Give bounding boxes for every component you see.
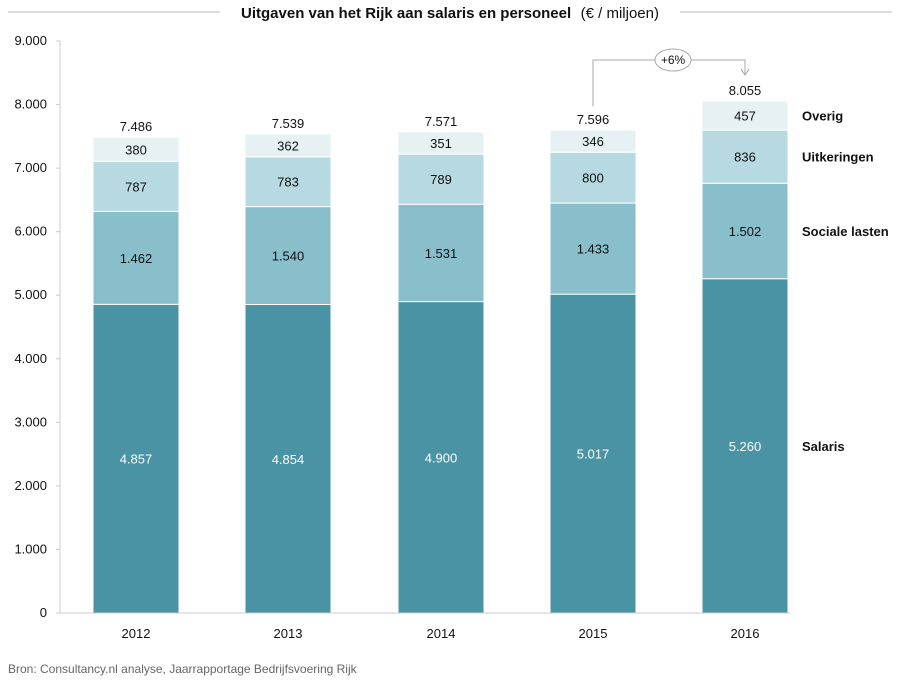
source-note: Bron: Consultancy.nl analyse, Jaarrappor… (8, 662, 358, 676)
value-label-sociale-lasten: 1.502 (729, 224, 762, 239)
total-label: 7.486 (120, 119, 153, 134)
bar-segment-uitkeringen (701, 129, 789, 184)
legend-sociale-lasten: Sociale lasten (802, 224, 889, 239)
bar-group-2013: 4.854 1.540 783 362 7.539 (244, 116, 332, 614)
bar-segment-sociale-lasten (244, 206, 332, 306)
y-tick-label: 3.000 (14, 414, 47, 429)
y-tick-label: 2.000 (14, 478, 47, 493)
total-label: 8.055 (729, 83, 762, 98)
bar-segment-salaris (244, 304, 332, 614)
value-label-salaris: 4.857 (120, 452, 153, 467)
bar-segment-overig (244, 133, 332, 158)
total-label: 7.596 (577, 112, 610, 127)
x-tick-label: 2016 (731, 626, 760, 641)
legend-salaris: Salaris (802, 439, 845, 454)
bar-group-2015: 5.017 1.433 800 346 7.596 (549, 112, 637, 614)
bar-segment-salaris (549, 293, 637, 614)
value-label-uitkeringen: 783 (277, 175, 299, 190)
bars: 4.857 1.462 787 380 7.486 4.854 1.540 783 362 7.5… (92, 83, 789, 614)
bar-group-2012: 4.857 1.462 787 380 7.486 (92, 119, 180, 614)
value-label-uitkeringen: 789 (430, 172, 452, 187)
y-tick-label: 9.000 (14, 33, 47, 48)
y-tick-label: 0 (40, 605, 47, 620)
y-tick-label: 5.000 (14, 287, 47, 302)
legend-uitkeringen: Uitkeringen (802, 150, 874, 165)
bar-segment-uitkeringen (397, 153, 485, 205)
bar-group-2016: 5.260 1.502 836 457 8.055 (701, 83, 789, 614)
legend: Salaris Sociale lasten Uitkeringen Overig (802, 109, 889, 454)
bar-segment-uitkeringen (549, 151, 637, 204)
chart-title: Uitgaven van het Rijk aan salaris en per… (241, 5, 659, 22)
x-axis: 2012 2013 2014 2015 2016 (60, 612, 790, 641)
value-label-uitkeringen: 800 (582, 171, 604, 186)
chart-title-unit: (€ / miljoen) (581, 5, 659, 22)
x-tick-label: 2012 (122, 626, 151, 641)
chart-title-main: Uitgaven van het Rijk aan salaris en per… (241, 5, 571, 22)
x-tick-label: 2015 (579, 626, 608, 641)
value-label-overig: 362 (277, 138, 299, 153)
bar-segment-uitkeringen (92, 160, 180, 212)
bar-segment-salaris (92, 303, 180, 614)
value-label-sociale-lasten: 1.462 (120, 251, 153, 266)
value-label-salaris: 5.017 (577, 447, 610, 462)
bar-segment-sociale-lasten (397, 203, 485, 303)
legend-overig: Overig (802, 109, 843, 124)
total-label: 7.539 (272, 116, 305, 131)
value-label-overig: 346 (582, 134, 604, 149)
value-label-overig: 380 (125, 142, 147, 157)
total-label: 7.571 (425, 114, 458, 129)
growth-annotation: +6% (592, 48, 750, 107)
bar-group-2014: 4.900 1.531 789 351 7.571 (397, 114, 485, 614)
annotation-label: +6% (661, 53, 686, 67)
value-label-sociale-lasten: 1.531 (425, 246, 458, 261)
annotation-arrowhead (740, 68, 750, 76)
value-label-uitkeringen: 836 (734, 150, 756, 165)
x-tick-label: 2013 (274, 626, 303, 641)
annotation-bubble (654, 48, 692, 72)
y-tick-label: 6.000 (14, 224, 47, 239)
x-tick-label: 2014 (427, 626, 456, 641)
bar-segment-overig (92, 136, 180, 162)
bar-segment-overig (701, 100, 789, 131)
y-tick-label: 7.000 (14, 160, 47, 175)
y-tick-label: 1.000 (14, 541, 47, 556)
value-label-sociale-lasten: 1.540 (272, 249, 305, 264)
value-label-salaris: 4.900 (425, 450, 458, 465)
value-label-salaris: 4.854 (272, 452, 305, 467)
value-label-sociale-lasten: 1.433 (577, 242, 610, 257)
value-label-overig: 351 (430, 136, 452, 151)
value-label-overig: 457 (734, 109, 756, 124)
bar-segment-overig (549, 129, 637, 153)
y-axis: 0 1.000 2.000 3.000 4.000 5.000 6.000 7.000 8.00… (14, 33, 61, 620)
bar-segment-sociale-lasten (549, 202, 637, 295)
bar-segment-sociale-lasten (92, 210, 180, 305)
bar-segment-overig (397, 131, 485, 155)
bar-segment-sociale-lasten (701, 182, 789, 280)
value-label-salaris: 5.260 (729, 439, 762, 454)
y-tick-label: 4.000 (14, 351, 47, 366)
y-gridlines (56, 40, 60, 614)
bar-segment-salaris (701, 278, 789, 614)
bar-segment-uitkeringen (244, 156, 332, 208)
value-label-uitkeringen: 787 (125, 179, 147, 194)
y-tick-label: 8.000 (14, 97, 47, 112)
